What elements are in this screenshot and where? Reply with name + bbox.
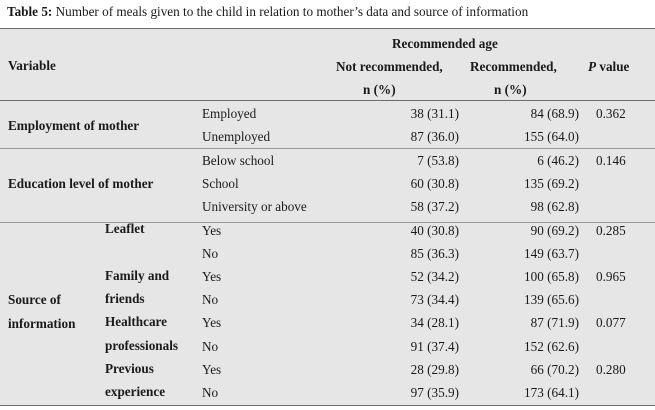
row-p-value: 0.280 [596,362,626,377]
subgroup-previous-line1: Previous [105,361,154,376]
row-not-recommended: 97 (35.9) [410,385,459,400]
row-level: No [202,385,219,400]
header-recommended-age: Recommended age [392,36,498,51]
row-not-recommended: 85 (36.3) [410,246,459,261]
row-level: Yes [202,269,222,284]
header-p-value: P value [588,59,629,75]
row-p-value: 0.965 [596,269,626,284]
row-level: No [202,246,219,261]
row-recommended: 173 (64.1) [524,385,579,400]
row-recommended: 135 (69.2) [524,176,579,191]
row-not-recommended: 60 (30.8) [410,176,459,191]
table-top-rule [0,28,655,29]
header-not-recommended-n: n (%) [363,82,396,97]
row-recommended: 90 (69.2) [530,223,579,238]
subgroup-healthcare-line2: professionals [105,338,179,353]
row-level: University or above [202,199,307,214]
header-p-rest: value [596,59,630,74]
row-recommended: 84 (68.9) [530,106,579,121]
row-level: Unemployed [202,129,271,144]
row-not-recommended: 34 (28.1) [410,315,459,330]
row-recommended: 66 (70.2) [530,362,579,377]
data-table: Recommended age Variable Not recommended… [0,28,655,406]
row-recommended: 98 (62.8) [530,199,579,214]
row-not-recommended: 38 (31.1) [410,106,459,121]
header-p-letter: P [588,59,597,74]
row-p-value: 0.362 [596,106,626,121]
header-not-recommended: Not recommended, [336,59,443,74]
row-not-recommended: 91 (37.4) [410,339,459,354]
row-recommended: 155 (64.0) [524,129,579,144]
row-level: School [202,176,239,191]
row-p-value: 0.146 [596,153,626,168]
row-not-recommended: 58 (37.2) [410,199,459,214]
row-level: Yes [202,315,222,330]
row-not-recommended: 87 (36.0) [410,129,459,144]
header-bottom-rule [0,100,655,101]
row-recommended: 100 (65.8) [524,269,579,284]
employment-divider [0,148,655,149]
row-recommended: 6 (46.2) [537,153,579,168]
subgroup-healthcare-line1: Healthcare [105,314,168,329]
table-caption: Table 5: Number of meals given to the ch… [7,4,647,20]
group-source-line2: information [8,316,76,331]
caption-label: Table 5: [7,4,53,19]
row-not-recommended: 7 (53.8) [417,153,459,168]
header-recommended-n: n (%) [494,82,527,97]
group-source-line1: Source of [8,292,61,307]
row-not-recommended: 52 (34.2) [410,269,459,284]
row-level: No [202,339,219,354]
row-level: Below school [202,153,275,168]
row-not-recommended: 73 (34.4) [410,292,459,307]
header-recommended: Recommended, [470,59,557,74]
group-employment: Employment of mother [8,118,140,133]
row-recommended: 87 (71.9) [530,315,579,330]
row-not-recommended: 40 (30.8) [410,223,459,238]
subgroup-previous-line2: experience [105,384,166,399]
row-level: Employed [202,106,257,121]
row-level: Yes [202,223,222,238]
subgroup-family-line2: friends [105,291,145,306]
row-recommended: 139 (65.6) [524,292,579,307]
caption-text: Number of meals given to the child in re… [55,4,529,19]
row-recommended: 149 (63.7) [524,246,579,261]
row-not-recommended: 28 (29.8) [410,362,459,377]
row-p-value: 0.077 [596,315,626,330]
group-education: Education level of mother [8,176,154,191]
row-level: Yes [202,362,222,377]
row-level: No [202,292,219,307]
table-bottom-rule [0,405,655,406]
row-recommended: 152 (62.6) [524,339,579,354]
education-divider [0,222,655,223]
subgroup-family-line1: Family and [105,268,170,283]
header-variable: Variable [8,58,56,73]
row-p-value: 0.285 [596,223,626,238]
subgroup-leaflet: Leaflet [105,221,145,236]
